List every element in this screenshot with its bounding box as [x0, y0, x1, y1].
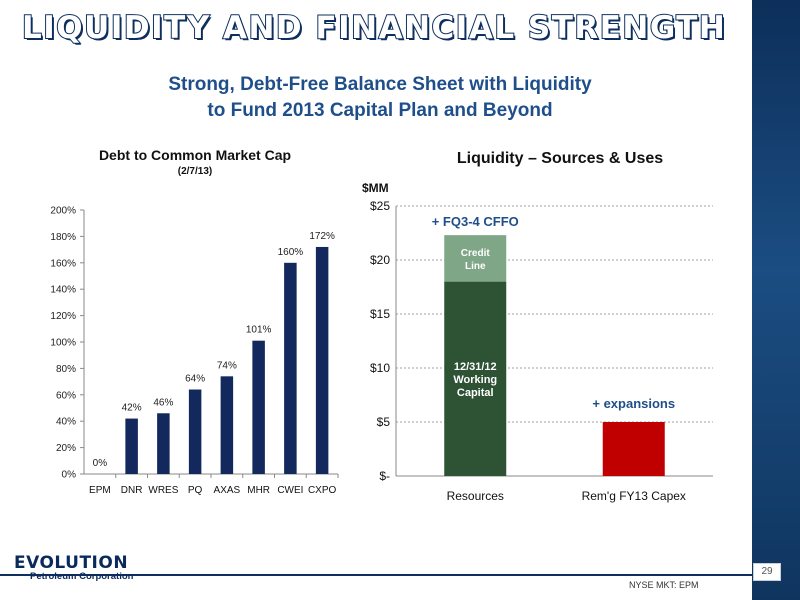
left-bar [315, 246, 329, 474]
right-y-tick-label: $- [379, 469, 390, 483]
left-y-tick-label: 200% [50, 206, 76, 217]
company-logo: EVOLUTION Petroleum Corporation [14, 553, 133, 582]
left-data-label: 46% [153, 397, 173, 408]
left-category-label: WRES [148, 485, 178, 496]
right-y-tick-label: $10 [370, 361, 390, 375]
left-bar [157, 413, 170, 474]
cffo-annotation: + FQ3-4 CFFO [432, 214, 519, 229]
left-y-tick-label: 40% [56, 417, 76, 428]
right-chart-title: Liquidity – Sources & Uses [456, 150, 664, 167]
left-y-tick-label: 160% [50, 258, 76, 269]
left-data-label: 160% [278, 247, 304, 258]
footer-divider [0, 574, 752, 576]
right-y-tick-label: $5 [377, 415, 391, 429]
left-y-tick-label: 140% [50, 285, 76, 296]
right-bar-segment [602, 422, 665, 476]
right-category-label: Rem'g FY13 Capex [582, 489, 686, 503]
working-capital-label: 12/31/12 [454, 361, 497, 373]
credit-line-label: Line [465, 261, 486, 272]
left-y-tick-label: 20% [56, 443, 76, 454]
subtitle-line-1: Strong, Debt-Free Balance Sheet with Liq… [168, 74, 592, 95]
decorative-side-panel [752, 0, 800, 600]
right-y-tick-label: $25 [370, 199, 390, 213]
left-data-label: 74% [217, 360, 237, 371]
right-y-axis-label: $MM [362, 181, 389, 195]
slide-subtitle: Strong, Debt-Free Balance Sheet with Liq… [0, 72, 760, 124]
left-data-label: 0% [93, 458, 108, 469]
left-y-tick-label: 60% [56, 390, 76, 401]
right-bar-segment [444, 281, 507, 476]
right-y-tick-label: $15 [370, 307, 390, 321]
left-category-label: MHR [247, 485, 270, 496]
subtitle-line-2: to Fund 2013 Capital Plan and Beyond [207, 100, 553, 121]
working-capital-label: Capital [457, 387, 494, 399]
left-y-tick-label: 120% [50, 311, 76, 322]
left-bar [252, 340, 265, 474]
logo-wordmark: EVOLUTION [14, 553, 129, 573]
left-bar [125, 418, 138, 474]
left-data-label: 64% [185, 374, 205, 385]
left-y-tick-label: 100% [50, 338, 76, 349]
left-chart-title: Debt to Common Market Cap [98, 147, 292, 163]
left-category-label: EPM [89, 485, 111, 496]
left-bar [188, 389, 202, 474]
left-y-tick-label: 180% [50, 232, 76, 243]
left-data-label: 101% [246, 325, 272, 336]
left-bar [284, 262, 297, 474]
slide-title: LIQUIDITY AND FINANCIAL STRENGTH [21, 9, 727, 47]
left-data-label: 42% [122, 403, 142, 414]
right-bar-segment [444, 235, 507, 282]
left-category-label: CXPO [308, 485, 337, 496]
left-y-tick-label: 80% [56, 364, 76, 375]
left-data-label: 172% [309, 231, 335, 242]
logo-subtitle: Petroleum Corporation [30, 571, 134, 582]
right-category-label: Resources [447, 489, 504, 503]
left-category-label: DNR [121, 485, 143, 496]
credit-line-label: Credit [461, 248, 491, 259]
left-category-label: PQ [188, 485, 203, 496]
left-category-label: CWEI [277, 485, 303, 496]
left-bar [220, 376, 234, 474]
page-number: 29 [753, 563, 781, 581]
ticker-label: NYSE MKT: EPM [629, 580, 699, 590]
working-capital-label: Working [453, 374, 497, 386]
expansions-annotation: + expansions [592, 396, 675, 411]
left-category-label: AXAS [214, 485, 241, 496]
right-y-tick-label: $20 [370, 253, 390, 267]
left-y-tick-label: 0% [62, 470, 77, 481]
left-chart-subtitle: (2/7/13) [177, 166, 213, 177]
